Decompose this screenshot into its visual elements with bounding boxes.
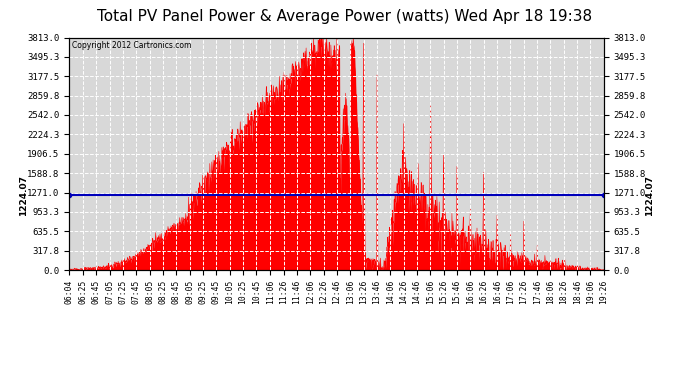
Text: Total PV Panel Power & Average Power (watts) Wed Apr 18 19:38: Total PV Panel Power & Average Power (wa… — [97, 9, 593, 24]
Text: 1224.07: 1224.07 — [19, 175, 28, 216]
Text: 1224.07: 1224.07 — [644, 175, 653, 216]
Text: Copyright 2012 Cartronics.com: Copyright 2012 Cartronics.com — [72, 41, 191, 50]
